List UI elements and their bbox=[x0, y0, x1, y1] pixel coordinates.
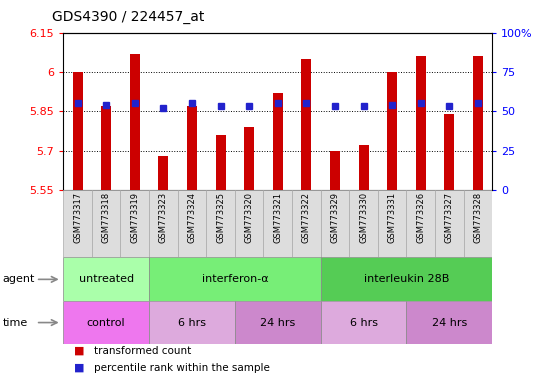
Text: GSM773321: GSM773321 bbox=[273, 192, 282, 243]
Text: control: control bbox=[87, 318, 125, 328]
Text: GSM773329: GSM773329 bbox=[331, 192, 339, 243]
Bar bbox=[416, 56, 426, 190]
Text: ■: ■ bbox=[74, 363, 85, 373]
Bar bbox=[235, 190, 263, 257]
Text: agent: agent bbox=[3, 274, 35, 285]
Bar bbox=[444, 114, 454, 190]
Text: interferon-α: interferon-α bbox=[201, 274, 268, 285]
Text: GSM773327: GSM773327 bbox=[445, 192, 454, 243]
Text: GSM773323: GSM773323 bbox=[159, 192, 168, 243]
Text: 6 hrs: 6 hrs bbox=[178, 318, 206, 328]
Text: GSM773326: GSM773326 bbox=[416, 192, 425, 243]
Bar bbox=[63, 190, 92, 257]
Bar bbox=[235, 301, 321, 344]
Text: GSM773328: GSM773328 bbox=[474, 192, 482, 243]
Bar bbox=[406, 301, 492, 344]
Bar bbox=[187, 106, 197, 190]
Bar bbox=[63, 301, 149, 344]
Text: GSM773322: GSM773322 bbox=[302, 192, 311, 243]
Text: percentile rank within the sample: percentile rank within the sample bbox=[94, 363, 270, 373]
Bar bbox=[330, 151, 340, 190]
Bar bbox=[301, 59, 311, 190]
Bar bbox=[149, 190, 178, 257]
Text: 24 hrs: 24 hrs bbox=[432, 318, 467, 328]
Bar bbox=[149, 257, 321, 301]
Text: GSM773331: GSM773331 bbox=[388, 192, 397, 243]
Bar bbox=[178, 190, 206, 257]
Bar bbox=[406, 190, 435, 257]
Bar bbox=[130, 54, 140, 190]
Bar bbox=[206, 190, 235, 257]
Text: GSM773319: GSM773319 bbox=[130, 192, 139, 243]
Bar bbox=[273, 93, 283, 190]
Text: ■: ■ bbox=[74, 346, 85, 356]
Bar bbox=[435, 190, 464, 257]
Bar bbox=[158, 156, 168, 190]
Text: 6 hrs: 6 hrs bbox=[350, 318, 377, 328]
Bar bbox=[464, 190, 492, 257]
Text: GSM773318: GSM773318 bbox=[102, 192, 111, 243]
Text: GSM773324: GSM773324 bbox=[188, 192, 196, 243]
Bar bbox=[321, 301, 406, 344]
Text: time: time bbox=[3, 318, 28, 328]
Bar bbox=[378, 190, 406, 257]
Bar bbox=[244, 127, 254, 190]
Bar bbox=[387, 72, 397, 190]
Bar bbox=[263, 190, 292, 257]
Bar bbox=[73, 72, 82, 190]
Text: GSM773330: GSM773330 bbox=[359, 192, 368, 243]
Bar bbox=[321, 190, 349, 257]
Bar bbox=[101, 106, 111, 190]
Text: transformed count: transformed count bbox=[94, 346, 191, 356]
Bar bbox=[120, 190, 149, 257]
Bar bbox=[473, 56, 483, 190]
Bar bbox=[216, 135, 225, 190]
Text: GSM773325: GSM773325 bbox=[216, 192, 225, 243]
Bar bbox=[92, 190, 120, 257]
Text: GSM773320: GSM773320 bbox=[245, 192, 254, 243]
Bar bbox=[63, 257, 149, 301]
Text: GSM773317: GSM773317 bbox=[73, 192, 82, 243]
Bar bbox=[321, 257, 492, 301]
Text: untreated: untreated bbox=[79, 274, 134, 285]
Text: interleukin 28B: interleukin 28B bbox=[364, 274, 449, 285]
Bar bbox=[349, 190, 378, 257]
Bar bbox=[359, 146, 369, 190]
Bar bbox=[149, 301, 235, 344]
Text: 24 hrs: 24 hrs bbox=[260, 318, 295, 328]
Text: GDS4390 / 224457_at: GDS4390 / 224457_at bbox=[52, 10, 205, 23]
Bar bbox=[292, 190, 321, 257]
